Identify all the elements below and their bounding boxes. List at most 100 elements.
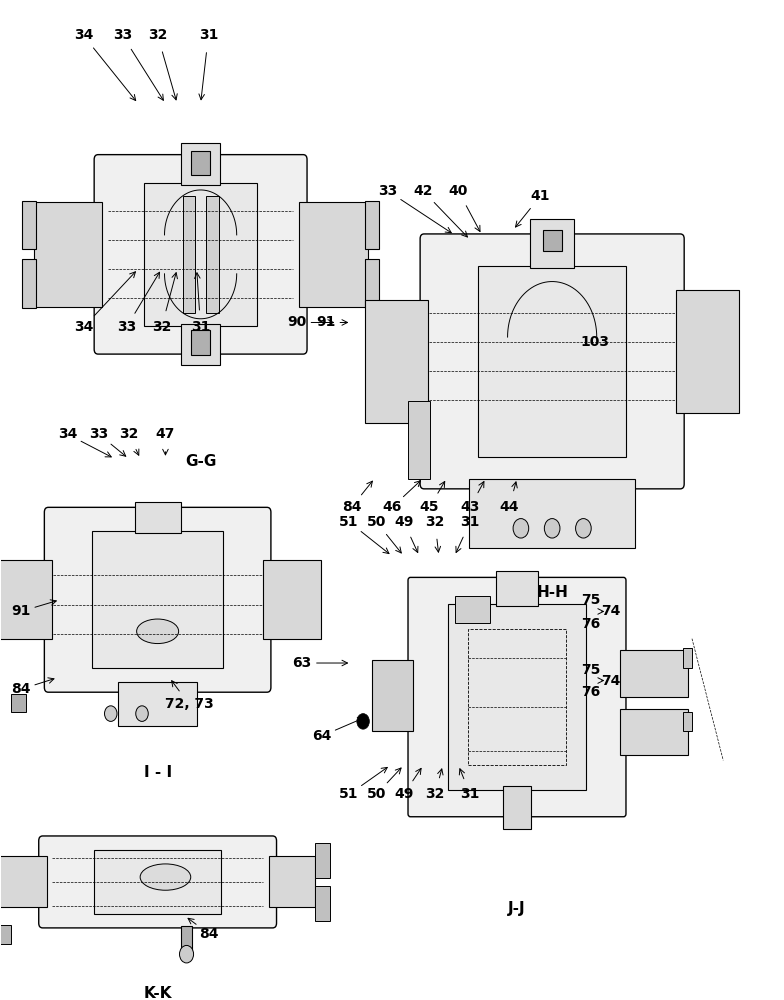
Bar [191, 151, 210, 175]
FancyBboxPatch shape [94, 155, 307, 354]
Text: 84: 84 [198, 927, 218, 941]
Bar [0, 560, 53, 639]
Text: 31: 31 [460, 787, 480, 801]
Text: 103: 103 [581, 335, 610, 349]
Bar [0, 925, 11, 944]
Circle shape [357, 714, 369, 729]
Text: 31: 31 [191, 320, 210, 334]
Text: 63: 63 [292, 656, 312, 670]
Bar [365, 201, 379, 249]
Bar [263, 560, 321, 639]
Text: 33: 33 [117, 320, 136, 334]
Bar [496, 571, 538, 606]
Text: G-G: G-G [185, 454, 216, 469]
Bar [269, 856, 315, 907]
Bar [530, 219, 575, 268]
Bar [469, 629, 565, 765]
Text: 72, 73: 72, 73 [165, 697, 213, 711]
Circle shape [513, 519, 528, 538]
Text: 75: 75 [582, 663, 601, 677]
Text: K-K: K-K [143, 986, 172, 1000]
Circle shape [575, 519, 591, 538]
Text: 91: 91 [11, 604, 31, 618]
Bar [92, 531, 223, 668]
Bar [448, 604, 586, 790]
Bar [299, 202, 368, 307]
Text: 32: 32 [425, 787, 445, 801]
Bar [181, 926, 192, 950]
Text: 42: 42 [413, 184, 433, 198]
Text: I - I: I - I [143, 765, 172, 780]
Bar [11, 694, 27, 712]
Text: 34: 34 [74, 28, 93, 42]
Text: 32: 32 [119, 427, 139, 441]
FancyBboxPatch shape [38, 836, 277, 928]
Bar [372, 660, 412, 731]
Bar [22, 259, 36, 308]
Text: 51: 51 [339, 787, 359, 801]
Text: H-H: H-H [536, 585, 568, 600]
Circle shape [104, 706, 117, 721]
Bar [408, 401, 430, 479]
Text: 44: 44 [499, 500, 519, 514]
Text: 49: 49 [394, 787, 413, 801]
Ellipse shape [136, 619, 179, 644]
Text: 90: 90 [287, 315, 307, 329]
Circle shape [180, 945, 194, 963]
Text: 33: 33 [89, 427, 109, 441]
Text: 31: 31 [460, 515, 480, 529]
Bar [144, 183, 257, 326]
Text: 41: 41 [531, 189, 550, 203]
Text: J-J: J-J [508, 901, 526, 916]
Circle shape [136, 706, 148, 721]
Bar [135, 502, 180, 533]
Bar [365, 259, 379, 308]
Text: 75: 75 [582, 593, 601, 607]
Text: 84: 84 [342, 500, 361, 514]
Text: 74: 74 [601, 674, 620, 688]
Bar [94, 850, 221, 914]
Text: 91: 91 [316, 315, 336, 329]
Bar [619, 709, 688, 755]
Bar [34, 202, 102, 307]
Text: 74: 74 [601, 604, 620, 618]
Bar [677, 290, 739, 413]
Text: 51: 51 [339, 515, 359, 529]
FancyBboxPatch shape [420, 234, 684, 489]
FancyBboxPatch shape [408, 577, 626, 817]
Text: 46: 46 [383, 500, 401, 514]
Bar [0, 856, 46, 907]
Text: 43: 43 [460, 500, 480, 514]
Text: 84: 84 [11, 682, 31, 696]
Text: 33: 33 [113, 28, 132, 42]
Text: 64: 64 [312, 729, 332, 743]
Bar [181, 324, 220, 365]
Text: 47: 47 [156, 427, 175, 441]
Text: 34: 34 [58, 427, 78, 441]
Bar [22, 201, 36, 249]
Ellipse shape [140, 864, 191, 890]
Bar [683, 648, 692, 668]
FancyBboxPatch shape [45, 507, 271, 692]
Text: 32: 32 [148, 28, 167, 42]
Text: 45: 45 [419, 500, 439, 514]
Text: 50: 50 [367, 787, 386, 801]
Circle shape [544, 519, 560, 538]
Text: 31: 31 [198, 28, 218, 42]
Bar [683, 712, 692, 731]
Bar [118, 682, 197, 726]
Text: 76: 76 [582, 685, 601, 699]
Bar [181, 143, 220, 185]
Text: 34: 34 [74, 320, 93, 334]
Bar [456, 596, 490, 623]
Bar [191, 330, 210, 355]
Text: 32: 32 [152, 320, 171, 334]
Bar [365, 300, 428, 423]
Bar [477, 266, 626, 457]
Bar [619, 650, 688, 697]
Text: 40: 40 [448, 184, 468, 198]
Text: 76: 76 [582, 617, 601, 631]
Bar [503, 786, 531, 829]
Bar [314, 843, 330, 878]
Bar [206, 196, 219, 313]
